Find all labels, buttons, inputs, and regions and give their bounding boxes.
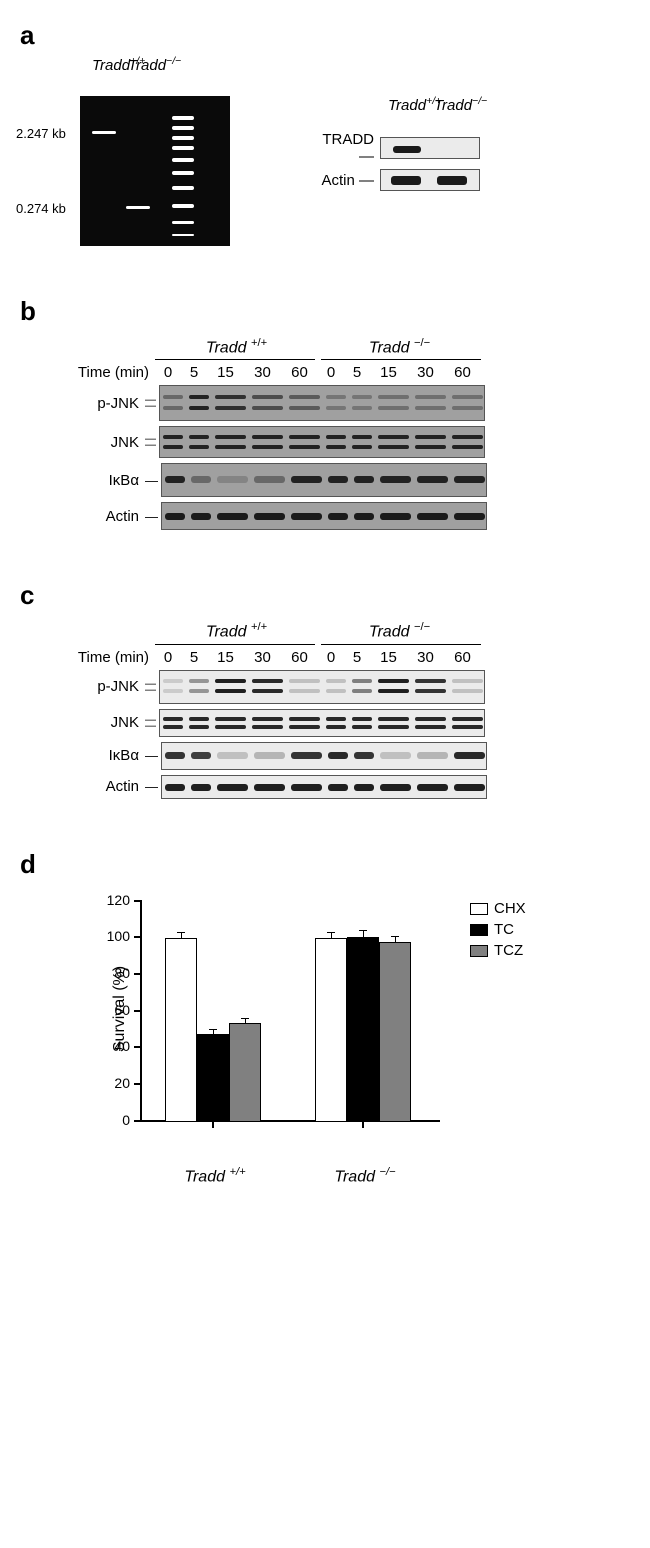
row-actin-b: Actin bbox=[60, 508, 145, 525]
blot-actin-b bbox=[161, 502, 487, 530]
panel-label-b: b bbox=[20, 296, 630, 327]
bar-ko-chx bbox=[315, 938, 347, 1121]
xlabel-wt: Tradd +/+ bbox=[140, 1166, 290, 1186]
bar-chart: Survival (%) 020406080100120 bbox=[100, 900, 460, 1160]
blot-ikba-c bbox=[161, 742, 487, 770]
row-pjnk-c: p-JNK bbox=[60, 678, 145, 695]
panel-d: d Survival (%) 020406080100120 CHX TC TC… bbox=[20, 849, 630, 1186]
marker-2247: 2.247 kb bbox=[16, 126, 66, 141]
row-pjnk-b: p-JNK bbox=[60, 395, 145, 412]
time-label-c: Time (min) bbox=[60, 649, 155, 666]
row-label-tradd: TRADD — bbox=[310, 131, 380, 165]
legend-tcz-box bbox=[470, 945, 488, 957]
panel-a: a Tradd+/+ Tradd−/− 2.247 kb 0.274 kb Tr… bbox=[20, 20, 630, 246]
marker-274: 0.274 kb bbox=[16, 201, 66, 216]
blot-actin-a bbox=[380, 169, 480, 191]
row-actin-c: Actin bbox=[60, 778, 145, 795]
blot-actin-c bbox=[161, 775, 487, 799]
band-wt bbox=[92, 131, 116, 134]
row-ikba-b: IκBα bbox=[60, 472, 145, 489]
legend-chx-label: CHX bbox=[494, 900, 526, 917]
panel-label-a: a bbox=[20, 20, 630, 51]
blot-ikba-b bbox=[161, 463, 487, 497]
header-ko-c: Tradd −/− bbox=[318, 621, 481, 641]
blot-tradd bbox=[380, 137, 480, 159]
blot-pjnk-c bbox=[159, 670, 485, 704]
bar-wt-tcz bbox=[229, 1023, 261, 1122]
bar-wt-chx bbox=[165, 938, 197, 1121]
bar-ko-tc bbox=[347, 937, 379, 1122]
panel-label-c: c bbox=[20, 580, 630, 611]
t0-b-wt: 0 bbox=[155, 364, 181, 381]
lane-label-ko: Tradd−/− bbox=[128, 57, 181, 74]
header-wt-b: Tradd +/+ bbox=[155, 337, 318, 357]
bar-wt-tc bbox=[197, 1034, 229, 1122]
panel-b: b Tradd +/+ Tradd −/− Time (min) 0 5 15 … bbox=[20, 296, 630, 530]
header-wt-c: Tradd +/+ bbox=[155, 621, 318, 641]
panel-a-gel-left: Tradd+/+ Tradd−/− 2.247 kb 0.274 kb bbox=[80, 61, 230, 246]
panel-label-d: d bbox=[20, 849, 630, 880]
panel-c: c Tradd +/+ Tradd −/− Time (min) 0 5 15 … bbox=[20, 580, 630, 798]
gel-dna bbox=[80, 96, 230, 246]
header-ko-b: Tradd −/− bbox=[318, 337, 481, 357]
y-axis bbox=[140, 900, 142, 1122]
row-ikba-c: IκBα bbox=[60, 747, 145, 764]
blot-jnk-b bbox=[159, 426, 485, 458]
legend-tc-label: TC bbox=[494, 921, 514, 938]
time-label-b: Time (min) bbox=[60, 364, 155, 381]
legend-chx-box bbox=[470, 903, 488, 915]
legend: CHX TC TCZ bbox=[470, 900, 526, 1160]
row-label-actin-a: Actin — bbox=[310, 172, 380, 189]
xlabel-ko: Tradd −/− bbox=[290, 1166, 440, 1186]
panel-a-blot-right: Tradd+/+ Tradd−/− TRADD — Actin — bbox=[310, 131, 480, 246]
band-ko bbox=[126, 206, 150, 209]
legend-tc-box bbox=[470, 924, 488, 936]
row-jnk-c: JNK bbox=[60, 714, 145, 731]
blot-pjnk-b bbox=[159, 385, 485, 421]
bar-ko-tcz bbox=[379, 942, 411, 1122]
lane-label-ko-blot: Tradd−/− bbox=[434, 97, 487, 114]
blot-jnk-c bbox=[159, 709, 485, 737]
legend-tcz-label: TCZ bbox=[494, 942, 523, 959]
row-jnk-b: JNK bbox=[60, 434, 145, 451]
